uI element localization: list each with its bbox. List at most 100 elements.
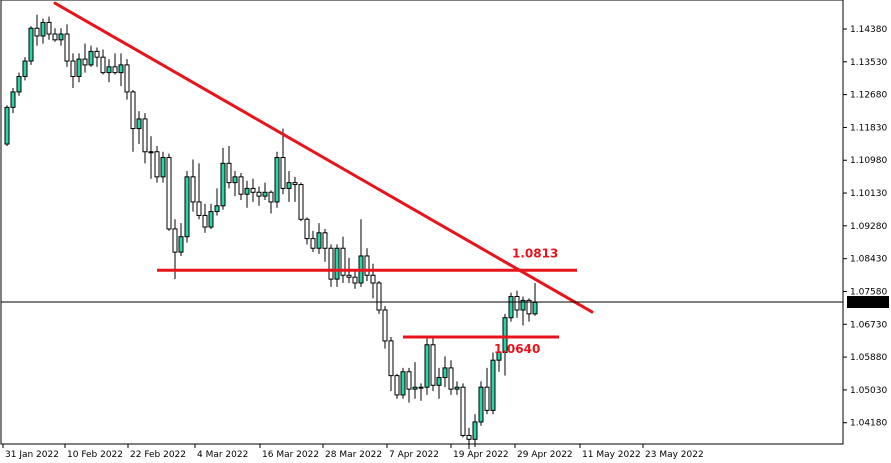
bearish-candle <box>484 386 490 411</box>
bullish-candle <box>424 344 430 388</box>
bullish-candle <box>214 205 220 213</box>
current-price-marker: 1.07307 <box>1 296 889 309</box>
x-tick-label: 19 Apr 2022 <box>453 450 509 460</box>
bearish-candle <box>172 228 178 253</box>
candles <box>4 14 538 449</box>
bearish-candle <box>154 151 160 178</box>
bullish-candle <box>160 157 166 178</box>
bearish-candle <box>112 66 118 74</box>
bullish-candle <box>118 64 124 74</box>
bullish-candle <box>412 386 418 390</box>
y-tick-label: 1.10980 <box>850 156 887 166</box>
bearish-candle <box>196 201 202 216</box>
y-tick-label: 1.08430 <box>850 255 887 265</box>
bullish-candle <box>22 60 28 77</box>
bullish-candle <box>478 386 484 423</box>
bullish-candle <box>274 157 280 203</box>
bearish-candle <box>376 282 382 311</box>
bullish-candle <box>316 232 322 249</box>
x-tick-label: 7 Apr 2022 <box>389 450 439 460</box>
bearish-candle <box>382 309 388 342</box>
bearish-candle <box>304 218 310 240</box>
bullish-candle <box>436 377 442 386</box>
bearish-candle <box>34 27 40 37</box>
y-tick-label: 1.09280 <box>850 222 887 232</box>
bullish-candle <box>58 33 64 41</box>
bullish-candle <box>4 106 10 145</box>
bullish-candle <box>334 247 340 280</box>
bullish-candle <box>490 359 496 411</box>
bullish-candle <box>10 91 16 108</box>
y-tick-label: 1.14380 <box>850 25 887 35</box>
bullish-candle <box>502 317 508 353</box>
bullish-candle <box>28 27 34 62</box>
annotations: 1.0813 1.0640 <box>53 1 594 356</box>
bearish-candle <box>46 21 52 35</box>
y-tick-label: 1.12680 <box>850 91 887 101</box>
bearish-candle <box>52 33 58 41</box>
bullish-candle <box>454 386 460 390</box>
bullish-candle <box>178 236 184 253</box>
x-tick-label: 29 Apr 2022 <box>517 450 573 460</box>
bearish-candle <box>292 182 298 186</box>
bearish-candle <box>100 56 106 74</box>
bullish-candle <box>40 21 46 37</box>
y-tick-label: 1.06730 <box>850 320 887 330</box>
y-tick-label: 1.13530 <box>850 58 887 68</box>
trendline <box>53 1 594 314</box>
x-axis: 31 Jan 2022 10 Feb 2022 22 Feb 2022 4 Mar 2… <box>2 444 704 460</box>
x-tick-label: 23 May 2022 <box>645 450 704 460</box>
bearish-candle <box>70 60 76 77</box>
bearish-candle <box>394 375 400 396</box>
bearish-candle <box>190 176 196 203</box>
bearish-candle <box>448 367 454 390</box>
x-tick-label: 31 Jan 2022 <box>5 450 59 460</box>
bearish-candle <box>124 64 130 93</box>
bearish-candle <box>352 276 358 284</box>
bullish-candle <box>220 162 226 207</box>
current-price-tag <box>847 296 889 309</box>
bearish-candle <box>238 176 244 195</box>
y-tick-label: 1.11830 <box>850 123 887 133</box>
y-tick-label: 1.05030 <box>850 386 887 396</box>
bullish-candle <box>400 371 406 396</box>
y-tick-label: 1.07580 <box>850 287 887 297</box>
bullish-candle <box>76 58 82 77</box>
bearish-candle <box>94 50 100 58</box>
bearish-candle <box>280 157 286 189</box>
x-tick-label: 28 Mar 2022 <box>325 450 382 460</box>
x-tick-label: 4 Mar 2022 <box>197 450 248 460</box>
bullish-candle <box>88 50 94 66</box>
x-tick-label: 22 Feb 2022 <box>130 450 186 460</box>
bearish-candle <box>460 386 466 436</box>
bearish-candle <box>142 118 148 153</box>
bearish-candle <box>256 191 262 197</box>
x-tick-label: 10 Feb 2022 <box>67 450 123 460</box>
bearish-candle <box>298 184 304 220</box>
y-axis: 1.14380 1.13530 1.12680 1.11830 1.10980 1.101… <box>843 25 887 429</box>
bearish-candle <box>130 91 136 130</box>
y-tick-label: 1.04180 <box>850 419 887 429</box>
bullish-candle <box>208 211 214 228</box>
bearish-candle <box>250 187 256 193</box>
bearish-candle <box>166 157 172 230</box>
bearish-candle <box>64 33 70 62</box>
x-tick-label: 11 May 2022 <box>582 450 641 460</box>
current-price-label: 1.07307 <box>849 298 886 308</box>
level-label: 1.0813 <box>512 246 558 260</box>
bullish-candle <box>136 118 142 130</box>
bearish-candle <box>430 344 436 386</box>
bearish-candle <box>370 274 376 284</box>
bullish-candle <box>148 151 154 154</box>
x-tick-label: 16 Mar 2022 <box>262 450 319 460</box>
bullish-candle <box>472 421 478 440</box>
y-tick-label: 1.05880 <box>850 353 887 363</box>
bearish-candle <box>202 214 208 228</box>
bullish-candle <box>418 386 424 389</box>
bearish-candle <box>310 238 316 249</box>
bearish-candle <box>364 255 370 276</box>
bearish-candle <box>226 162 232 184</box>
bearish-candle <box>82 58 88 66</box>
bullish-candle <box>442 367 448 379</box>
